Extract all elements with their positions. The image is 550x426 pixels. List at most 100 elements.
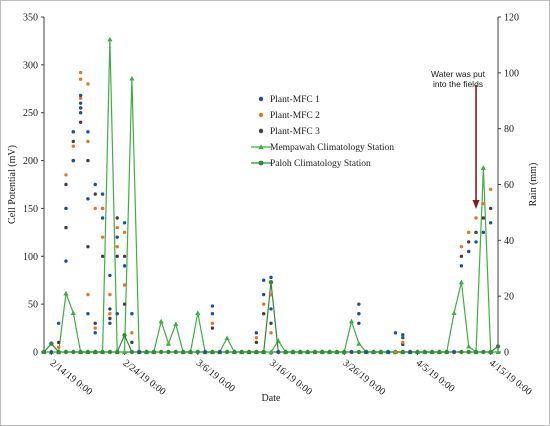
series-point bbox=[78, 70, 83, 75]
series-point bbox=[165, 341, 172, 346]
legend-label: Plant-MFC 1 bbox=[270, 95, 320, 105]
series-point bbox=[64, 225, 68, 230]
series-point bbox=[393, 350, 398, 354]
series-point bbox=[195, 310, 201, 315]
y-right-tick-label: 60 bbox=[504, 180, 514, 191]
series-point bbox=[130, 331, 134, 335]
series-point bbox=[488, 221, 493, 225]
series-point bbox=[210, 326, 215, 330]
legend-marker bbox=[258, 112, 264, 118]
x-tick-label: 2/14/19 0:00 bbox=[47, 358, 94, 398]
series-point bbox=[401, 333, 405, 337]
series-point bbox=[473, 349, 479, 355]
y-right-tick-label: 80 bbox=[504, 124, 514, 135]
series-point bbox=[488, 187, 493, 191]
series-point bbox=[466, 349, 471, 355]
series-point bbox=[224, 349, 230, 355]
series-point bbox=[268, 280, 274, 285]
series-point bbox=[86, 245, 90, 249]
x-tick-label: 3/6/19 0:00 bbox=[194, 358, 237, 395]
series-point bbox=[56, 321, 61, 325]
series-point bbox=[312, 349, 318, 355]
series-point bbox=[41, 349, 47, 355]
series-point bbox=[71, 144, 75, 148]
series-point bbox=[401, 340, 405, 345]
legend-label: Paloh Climatology Station bbox=[270, 159, 371, 169]
series-point bbox=[437, 349, 442, 355]
series-point bbox=[261, 312, 266, 316]
series-point bbox=[459, 349, 464, 355]
y-right-tick-label: 20 bbox=[504, 292, 514, 303]
series-point bbox=[78, 101, 83, 105]
series-point bbox=[78, 111, 83, 115]
series-point bbox=[386, 350, 390, 354]
series-point bbox=[400, 349, 406, 355]
y-left-tick-label: 50 bbox=[28, 300, 38, 311]
series-point bbox=[261, 278, 266, 282]
series-point bbox=[218, 350, 222, 354]
series-point bbox=[459, 264, 464, 268]
series-point bbox=[481, 230, 486, 235]
series-point bbox=[115, 245, 119, 249]
series-point bbox=[122, 230, 127, 235]
y-right-tick-label: 0 bbox=[504, 348, 509, 359]
series-plant-mfc-1 bbox=[49, 93, 493, 354]
series-point bbox=[348, 318, 355, 324]
annotation-text-line: into the fields bbox=[433, 79, 483, 89]
series-point bbox=[93, 192, 97, 196]
series-point bbox=[93, 182, 97, 187]
series-point bbox=[78, 120, 83, 124]
series-point bbox=[408, 350, 412, 354]
series-point bbox=[115, 349, 120, 355]
series-point bbox=[467, 249, 471, 254]
y-right-tick-label: 40 bbox=[504, 236, 514, 247]
series-point bbox=[327, 349, 332, 355]
series-point bbox=[129, 349, 135, 355]
series-point bbox=[71, 139, 75, 144]
series-point bbox=[86, 197, 90, 201]
y-right-tick-label: 120 bbox=[504, 13, 519, 24]
series-point bbox=[115, 225, 119, 230]
series-point bbox=[144, 349, 149, 355]
series-point bbox=[342, 349, 347, 355]
series-point bbox=[129, 75, 135, 81]
series-point bbox=[422, 349, 427, 355]
legend-label: Plant-MFC 3 bbox=[270, 127, 320, 137]
series-point bbox=[49, 350, 54, 354]
series-point bbox=[429, 349, 435, 355]
series-point bbox=[93, 331, 97, 335]
legend-item: Plant-MFC 3 bbox=[258, 127, 320, 137]
series-point bbox=[158, 349, 164, 355]
series-point bbox=[269, 307, 273, 311]
series-point bbox=[86, 139, 90, 144]
series-point bbox=[459, 254, 464, 258]
series-point bbox=[401, 335, 405, 340]
annotation-arrow-head bbox=[472, 200, 480, 209]
series-point bbox=[378, 349, 384, 355]
series-point bbox=[451, 310, 457, 315]
series-point bbox=[334, 349, 340, 355]
series-point bbox=[122, 283, 127, 287]
legend-item: Plant-MFC 1 bbox=[258, 95, 320, 105]
legend-item: Mempawah Climatology Station bbox=[251, 143, 394, 153]
y-left-tick-label: 150 bbox=[23, 204, 38, 215]
y-axis-left-title: Cell Potential (mV) bbox=[7, 145, 18, 224]
series-point bbox=[210, 321, 215, 325]
series-point bbox=[137, 350, 141, 354]
series-point bbox=[173, 321, 179, 327]
series-point bbox=[173, 349, 179, 355]
series-point bbox=[415, 349, 420, 355]
series-point bbox=[474, 240, 478, 244]
series-point bbox=[108, 321, 112, 325]
series-point bbox=[261, 349, 266, 355]
series-point bbox=[70, 310, 76, 315]
series-point bbox=[108, 316, 112, 321]
series-point bbox=[86, 82, 90, 86]
series-point bbox=[232, 349, 237, 355]
legend-marker bbox=[258, 96, 264, 102]
series-point bbox=[115, 235, 119, 239]
series-point bbox=[122, 264, 127, 268]
annotation-text-line: Water was put bbox=[431, 69, 486, 79]
